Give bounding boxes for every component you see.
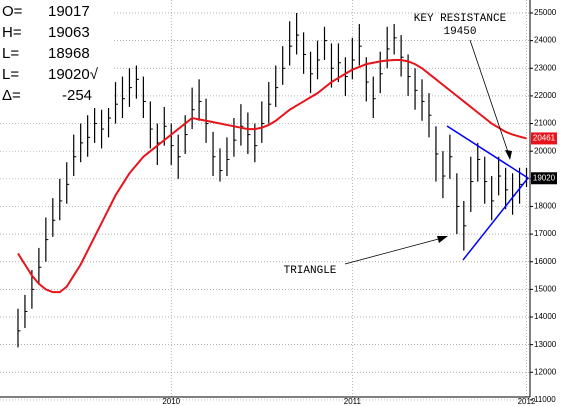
- moving-average: [17, 58, 527, 294]
- quote-value: 19063: [48, 24, 90, 41]
- y-tick-label: 13000: [534, 340, 557, 349]
- grid: [0, 0, 530, 401]
- y-tick-label: 25000: [534, 8, 557, 17]
- quote-value: 19020√: [48, 66, 99, 83]
- y-tick-label: 15000: [534, 284, 557, 293]
- x-tick-label: 2010: [162, 397, 180, 406]
- x-tick-label: 2012: [518, 397, 536, 406]
- marks: [17, 12, 530, 348]
- quote-label: L=: [2, 45, 19, 62]
- y-tick-label: 12000: [534, 367, 557, 376]
- quote-label: O=: [2, 3, 23, 20]
- x-tick-label: 2011: [344, 397, 362, 406]
- arrow: [469, 39, 511, 159]
- arrow-head: [437, 236, 448, 243]
- quote-label: L=: [2, 66, 19, 83]
- y-tick-label: 17000: [534, 229, 557, 238]
- quote-value: 19017: [48, 3, 90, 20]
- arrow-head: [505, 150, 512, 160]
- y-tick-label: 11000: [534, 395, 556, 404]
- annotation: 19450: [443, 26, 476, 38]
- last-value-box: [531, 132, 557, 145]
- quote-label: Δ=: [2, 87, 21, 104]
- annotation: TRIANGLE: [284, 265, 337, 277]
- quote-label: H=: [2, 24, 22, 41]
- y-tick-label: 24000: [534, 36, 557, 45]
- y-tick-label: 21000: [534, 119, 557, 128]
- arrow: [344, 236, 447, 265]
- last-value-box: [531, 172, 557, 185]
- y-tick-label: 16000: [534, 257, 557, 266]
- y-tick-label: 23000: [534, 63, 557, 72]
- triangle-lower: [462, 177, 529, 261]
- last-value-label: 19020: [533, 173, 556, 182]
- quote-box: [0, 0, 112, 108]
- y-tick-label: 14000: [534, 312, 557, 321]
- quote-value: -254: [62, 87, 92, 104]
- y-tick-label: 22000: [534, 91, 557, 100]
- annotation: KEY RESISTANCE: [414, 13, 507, 25]
- y-tick-label: 18000: [534, 202, 557, 211]
- y-tick-label: 20000: [534, 146, 557, 155]
- quote-value: 18968: [48, 45, 90, 62]
- triangle-upper: [446, 125, 529, 179]
- last-value-label: 20461: [533, 134, 556, 143]
